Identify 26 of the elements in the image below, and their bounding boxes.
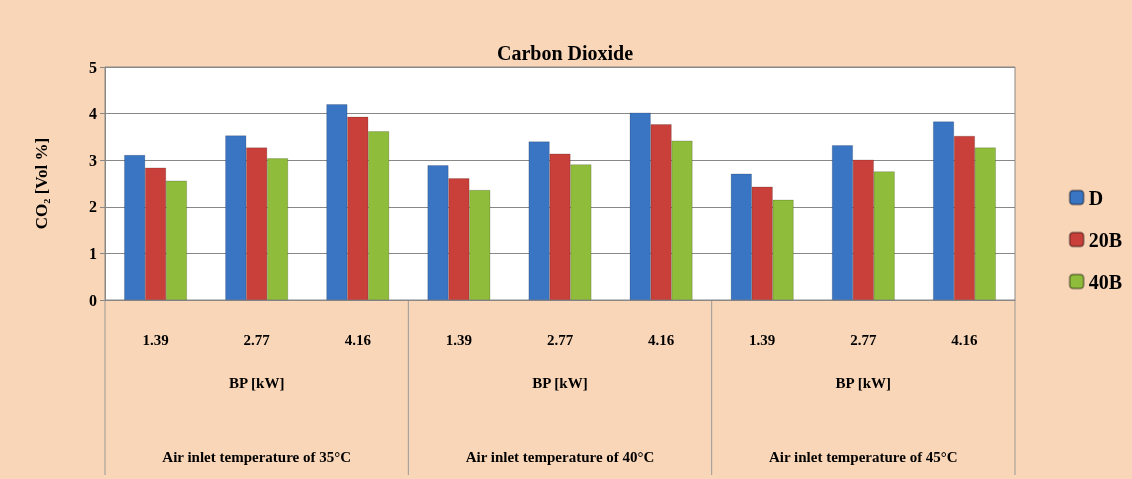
y-tick-label: 1 (89, 244, 97, 262)
x-tick-label: 4.16 (951, 331, 979, 348)
legend-label: 40B (1088, 270, 1122, 293)
text: BP [kW] (835, 375, 892, 391)
x-tick-label: 1.39 (749, 331, 776, 348)
x-tick-label: 1.39 (445, 331, 473, 348)
x-tick-label: 4.16 (344, 331, 372, 348)
y-tick-label: 2 (89, 198, 97, 216)
legend-label: D (1088, 186, 1104, 209)
x-tick-label: 4.16 (647, 331, 675, 348)
y-tick-label: 5 (89, 58, 97, 76)
text: BP [kW] (228, 375, 285, 391)
text: BP [kW] (532, 375, 588, 391)
x-tick-label: 2.77 (243, 331, 271, 348)
x-tick-label: 1.39 (142, 331, 169, 348)
y-axis-title: CO₂ [Vol %] (32, 137, 51, 230)
text: Air inlet temperature of 35°C (162, 449, 352, 465)
y-tick-label: 3 (89, 151, 97, 169)
chart-title: Carbon Dioxide (496, 42, 634, 64)
x-tick-label: 2.77 (850, 331, 877, 348)
text: Air inlet temperature of 45°C (768, 449, 958, 465)
y-tick-label: 4 (89, 105, 97, 123)
text: Air inlet temperature of 40°C (465, 449, 655, 465)
legend-label: 20B (1088, 228, 1122, 251)
y-tick-label: 0 (89, 291, 97, 309)
x-tick-label: 2.77 (546, 331, 574, 348)
